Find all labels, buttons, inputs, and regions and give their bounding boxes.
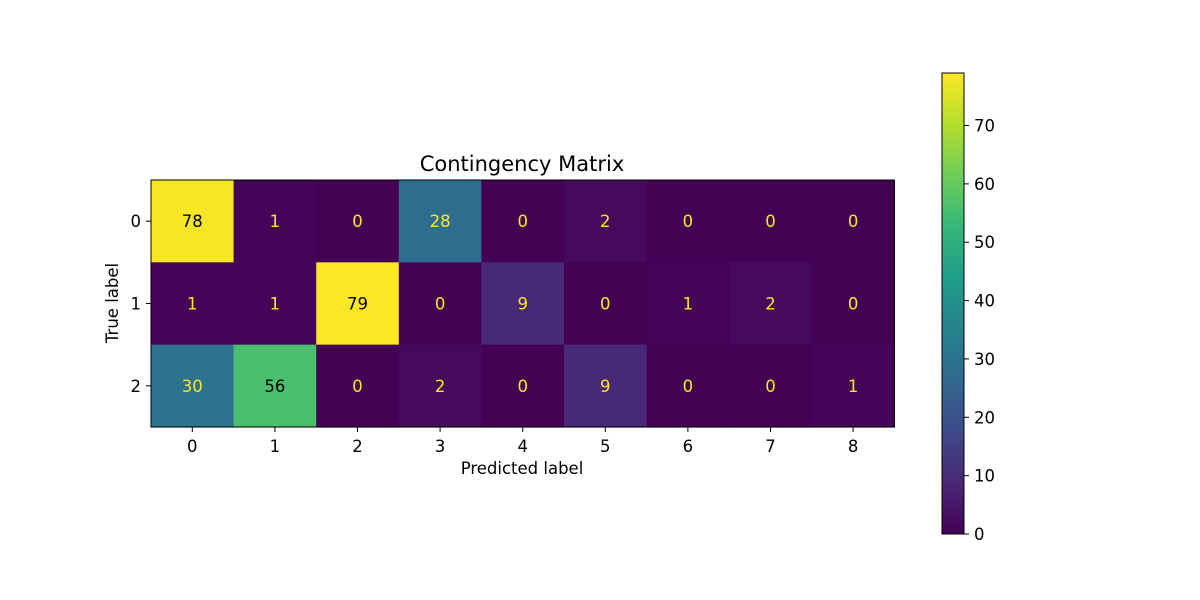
x-tick-label: 2	[352, 437, 363, 456]
y-tick-label: 0	[131, 212, 142, 231]
heatmap-cell	[398, 344, 482, 428]
colorbar-tick-label: 0	[974, 525, 985, 544]
cell-value-label: 0	[683, 212, 694, 231]
heatmap-cell	[151, 262, 235, 346]
cell-value-label: 0	[352, 377, 363, 396]
heatmap-cell	[646, 344, 730, 428]
cell-value-label: 0	[765, 212, 776, 231]
heatmap-cell	[398, 262, 482, 346]
y-tick-label: 2	[131, 377, 142, 396]
heatmap-cell	[564, 262, 648, 346]
cell-value-label: 2	[600, 212, 611, 231]
y-axis-ticks: 0 1 2	[131, 212, 151, 396]
heatmap-cell	[729, 262, 813, 346]
colorbar-tick-label: 50	[974, 233, 995, 252]
colorbar-tick-label: 30	[974, 350, 995, 369]
colorbar	[941, 72, 965, 535]
heatmap-cell	[151, 180, 235, 263]
y-axis-label: True label	[103, 263, 122, 344]
x-tick-label: 5	[600, 437, 611, 456]
colorbar-tick-label: 60	[974, 175, 995, 194]
cell-value-label: 1	[187, 295, 198, 314]
cell-value-label: 2	[435, 377, 446, 396]
cell-value-label: 0	[765, 377, 776, 396]
x-tick-label: 0	[187, 437, 198, 456]
chart-title: Contingency Matrix	[420, 152, 625, 176]
x-axis-label: Predicted label	[461, 459, 584, 478]
colorbar-tick-label: 70	[974, 117, 995, 136]
cell-value-label: 1	[270, 212, 281, 231]
heatmap-cell	[316, 180, 400, 263]
cell-value-label: 30	[182, 377, 203, 396]
cell-value-label: 9	[517, 295, 528, 314]
heatmap-cell	[729, 344, 813, 428]
x-tick-label: 3	[435, 437, 446, 456]
cell-value-label: 0	[683, 377, 694, 396]
heatmap-cell	[481, 262, 565, 346]
heatmap-cell-labels: 78 1 0 28 0 2 0 0 0 1 1 79 0 9 0 1 2 0 30 56 0 2 0 9 0 0 1	[182, 212, 859, 396]
colorbar-tick-label: 10	[974, 467, 995, 486]
cell-value-label: 78	[182, 212, 203, 231]
heatmap-cell	[646, 262, 730, 346]
heatmap-cell	[729, 180, 813, 263]
cell-value-label: 9	[600, 377, 611, 396]
heatmap-cell	[481, 344, 565, 428]
heatmap-cell	[233, 344, 317, 428]
x-tick-label: 6	[683, 437, 694, 456]
heatmap-cell	[811, 344, 895, 428]
x-tick-label: 4	[517, 437, 528, 456]
heatmap-cell	[151, 344, 235, 428]
heatmap-cell	[233, 180, 317, 263]
heatmap-cell	[316, 344, 400, 428]
x-tick-label: 7	[765, 437, 776, 456]
colorbar-tick-label: 20	[974, 408, 995, 427]
heatmap-cell	[646, 180, 730, 263]
cell-value-label: 0	[517, 377, 528, 396]
x-axis-ticks: 0 1 2 3 4 5 6 7 8	[187, 426, 859, 456]
heatmap-cell	[564, 180, 648, 263]
x-tick-label: 1	[270, 437, 281, 456]
cell-value-label: 1	[848, 377, 859, 396]
colorbar-ticks: 0 10 20 30 40 50 60 70	[964, 117, 995, 544]
cell-value-label: 0	[848, 212, 859, 231]
cell-value-label: 2	[765, 295, 776, 314]
heatmap-cell	[811, 180, 895, 263]
heatmap-cell	[564, 344, 648, 428]
cell-value-label: 0	[848, 295, 859, 314]
cell-value-label: 56	[264, 377, 285, 396]
cell-value-label: 1	[270, 295, 281, 314]
colorbar-tick-label: 40	[974, 292, 995, 311]
heatmap-cell	[316, 262, 400, 346]
x-tick-label: 8	[848, 437, 859, 456]
cell-value-label: 0	[600, 295, 611, 314]
heatmap-cells	[151, 180, 895, 428]
cell-value-label: 28	[430, 212, 451, 231]
heatmap-cell	[233, 262, 317, 346]
cell-value-label: 79	[347, 295, 368, 314]
cell-value-label: 0	[517, 212, 528, 231]
y-tick-label: 1	[131, 294, 142, 313]
cell-value-label: 0	[435, 295, 446, 314]
heatmap-cell	[481, 180, 565, 263]
heatmap-cell	[811, 262, 895, 346]
heatmap-cell	[398, 180, 482, 263]
cell-value-label: 0	[352, 212, 363, 231]
cell-value-label: 1	[683, 295, 694, 314]
